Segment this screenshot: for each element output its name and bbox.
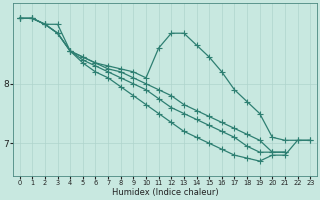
X-axis label: Humidex (Indice chaleur): Humidex (Indice chaleur) xyxy=(112,188,218,197)
